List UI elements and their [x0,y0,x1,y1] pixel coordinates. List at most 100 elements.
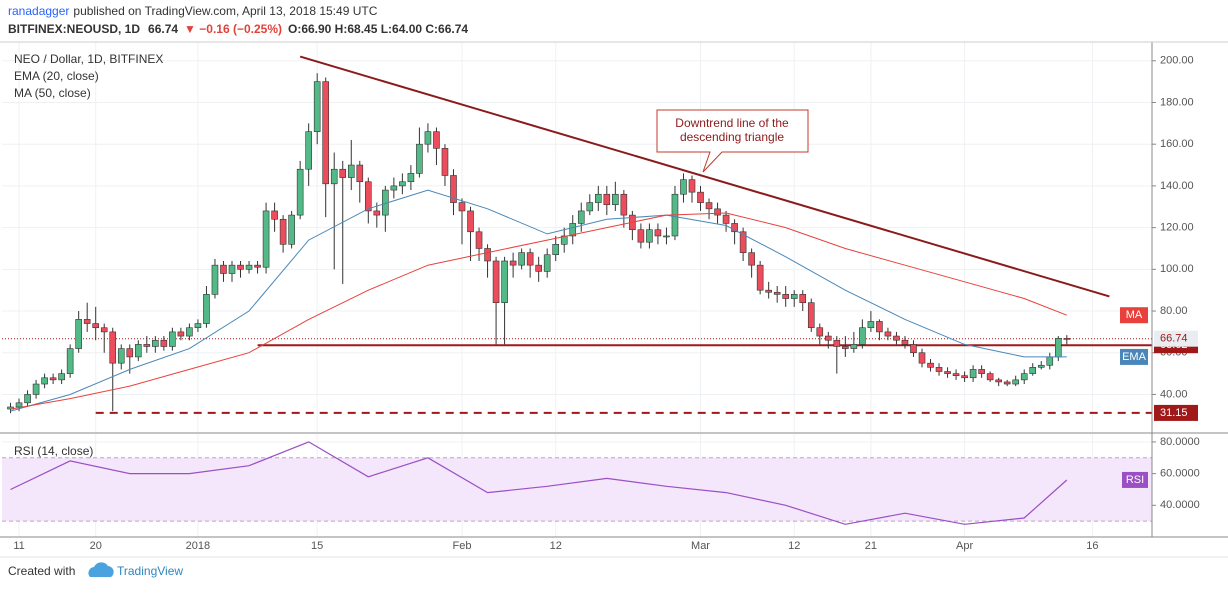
ohlc: O:66.90 H:68.45 L:64.00 C:66.74 [288,22,468,36]
candle-body [211,264,219,295]
legend-entry: EMA (20, close) [14,69,99,83]
candle-body [66,348,74,374]
candle-body [526,252,534,266]
candle-body [697,191,704,203]
candle-body [117,348,125,364]
candle-body [296,168,304,216]
y-tick-label: 40.00 [1160,388,1188,400]
candle-body [876,321,883,333]
candle-body [450,175,457,203]
value-tag [1120,348,1148,365]
candle-body [254,264,261,268]
candle-body [833,339,841,347]
candle-body [390,185,398,191]
candle-body [535,264,542,272]
candle-body [15,402,23,408]
y-tick-label: 180.00 [1160,96,1194,108]
candle-body [952,373,960,376]
candle-body [313,81,321,132]
legend-entry: MA (50, close) [14,86,91,100]
candle-body [203,294,210,324]
candle-body [799,294,807,303]
candle-body [262,210,270,268]
candle-body [790,294,798,299]
candle-body [637,229,645,243]
candle-body [24,394,31,404]
plot-area: 40.0060.0080.00100.00120.00140.00160.001… [0,41,1228,552]
candle-body [867,321,875,329]
candle-body [279,218,287,245]
value-tag [1120,307,1148,324]
candle-body [944,371,951,374]
panel-title: NEO / Dollar, 1D, BITFINEX [14,52,163,66]
candle-body [680,179,687,195]
candle-body [1020,373,1028,381]
candle-body [935,367,943,372]
candle-body [1054,338,1062,358]
candle-body [620,193,628,216]
candle-body [842,346,849,349]
candle-body [373,210,381,216]
candle-body [347,164,355,178]
candle-body [722,214,730,224]
candle-body [612,193,619,205]
candle-body [807,302,815,329]
candle-body [1003,381,1011,385]
callout-text: Downtrend line of the [675,116,789,130]
candle-body [859,327,866,345]
last-price-tag [1154,330,1198,347]
candle-body [160,339,168,347]
y-tick-label: 80.0000 [1160,436,1200,448]
candle-body [543,254,551,272]
candle-body [288,214,295,245]
x-tick-label: Feb [453,540,472,552]
candle-body [424,131,432,145]
candle-body [816,327,824,337]
candle-body [169,331,176,347]
candle-body [1012,379,1020,385]
candle-body [407,173,415,183]
candle-body [458,202,466,212]
candle-body [194,323,202,329]
x-tick-label: Apr [956,540,973,552]
footer-brand[interactable]: TradingView [117,564,183,578]
symbol: BITFINEX:NEOUSD, 1D [8,22,140,36]
candle-body [739,231,747,253]
y-tick-label: 160.00 [1160,138,1194,150]
candle-body [467,210,474,233]
candle-body [245,264,253,270]
y-tick-label: 140.00 [1160,180,1194,192]
candle-body [322,81,330,185]
candle-body [143,344,151,347]
candle-body [893,335,900,341]
price: 66.74 [148,22,178,36]
y-tick-label: 40.0000 [1160,499,1200,511]
candle-body [49,377,57,381]
candle-body [995,379,1002,383]
header-line: ranadagger published on TradingView.com, … [8,4,378,18]
published: published on TradingView.com, April 13, … [73,4,377,18]
level-tag-label: 31.15 [1160,407,1188,419]
candle-body [220,264,227,274]
x-tick-label: 21 [865,540,877,552]
candle-body [1037,364,1045,368]
candle-body [109,331,117,364]
candle-body [126,348,134,358]
y-tick-label: 200.00 [1160,55,1194,67]
x-tick-label: 15 [311,540,323,552]
candle-body [501,260,508,303]
candle-body [577,210,585,224]
overlay-line [10,189,1067,412]
author[interactable]: ranadagger [8,4,69,18]
y-tick-label: 80.00 [1160,305,1188,317]
candle-body [986,373,994,381]
y-tick-label: 60.0000 [1160,468,1200,480]
candle-body [305,131,312,170]
candle-body [646,229,653,243]
candle-body [152,339,159,347]
candle-body [756,264,764,291]
candle-body [518,252,525,266]
candle-body [58,373,65,381]
candle-body [731,223,738,233]
level-tag [1154,404,1198,421]
